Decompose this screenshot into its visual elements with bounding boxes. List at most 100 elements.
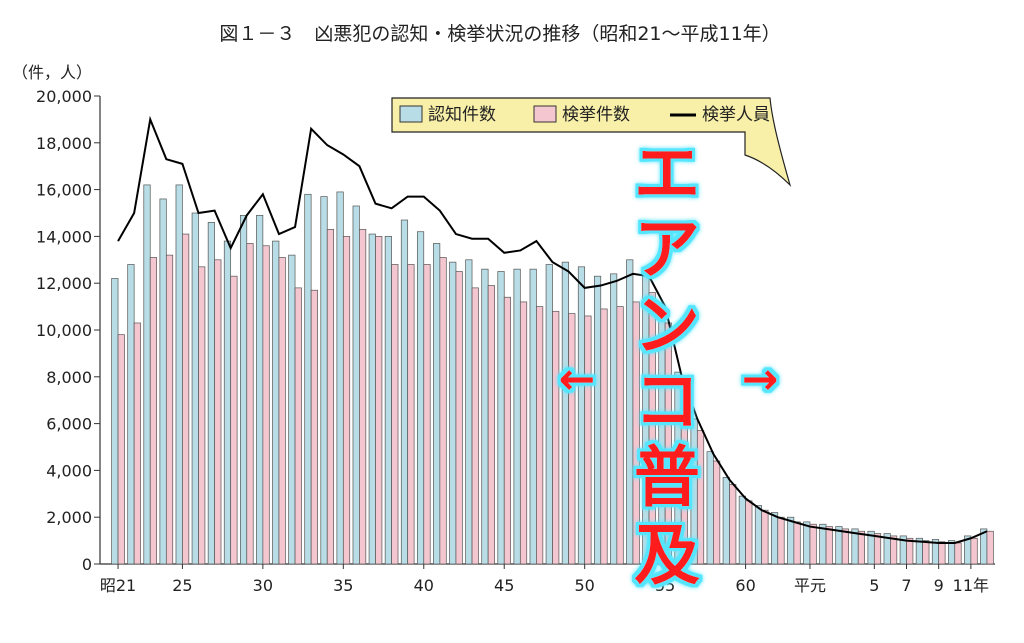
bar-recognized (400, 219, 409, 565)
x-tick-label: 5 (869, 576, 879, 595)
bar-recognized (239, 214, 248, 565)
bar-cleared (970, 537, 978, 565)
legend-label-arrested: 検挙人員 (702, 105, 770, 125)
bar-recognized (272, 240, 280, 565)
x-tick-label: 50 (575, 576, 595, 595)
bar-cleared (841, 528, 849, 565)
bar-recognized (191, 212, 199, 565)
bar-cleared (230, 275, 238, 565)
bar-cleared (455, 271, 463, 565)
bar-recognized (610, 273, 618, 565)
bar-recognized (738, 495, 746, 565)
y-tick-label: 10,000 (36, 321, 92, 340)
bar-cleared (809, 523, 817, 565)
y-tick-label: 0 (82, 555, 92, 574)
x-tick-label: 25 (172, 576, 192, 595)
y-tick-label: 16,000 (36, 181, 92, 200)
overlay-annotation: エ ア ン コ 普 及 ← → (559, 135, 779, 594)
bar-recognized (947, 540, 956, 565)
bar-cleared (165, 254, 174, 565)
bar-cleared (262, 245, 270, 565)
bar-recognized (706, 451, 714, 565)
legend-swatch-recognized (399, 105, 423, 123)
bar-cleared (198, 266, 206, 565)
bar-cleared (906, 537, 914, 565)
bar-cleared (696, 430, 705, 565)
bars (111, 184, 994, 565)
bar-cleared (278, 257, 286, 565)
legend-banner (391, 97, 792, 188)
bar-cleared (133, 322, 141, 565)
y-tick-label: 2,000 (46, 508, 92, 527)
x-tick-label: 60 (735, 576, 755, 595)
bar-cleared (182, 233, 190, 565)
bar-cleared (423, 264, 431, 565)
bar-cleared (149, 257, 158, 565)
bar-recognized (368, 233, 376, 565)
bar-cleared (439, 257, 447, 565)
overlay-char-6: 及 (634, 517, 700, 594)
bar-cleared (745, 500, 753, 565)
bar-recognized (529, 268, 537, 565)
bar-recognized (835, 526, 843, 565)
bar-cleared (246, 243, 254, 565)
x-tick-label: 7 (901, 576, 911, 595)
bar-cleared (375, 236, 383, 565)
x-tick-label: 9 (934, 576, 944, 595)
line-arrested (117, 115, 988, 544)
bar-cleared (938, 541, 946, 565)
bar-recognized (465, 259, 473, 565)
bar-cleared (310, 289, 318, 565)
overlay-char-3: ン (634, 287, 700, 364)
bar-cleared (648, 292, 656, 565)
bar-cleared (552, 310, 560, 565)
bar-cleared (616, 306, 624, 565)
x-tick-label: 11年 (953, 576, 989, 595)
bar-recognized (384, 236, 392, 565)
bar-cleared (294, 287, 302, 565)
x-tick-label: 平元 (794, 576, 826, 595)
overlay-char-2: ア (634, 211, 700, 288)
bar-cleared (568, 313, 576, 565)
bar-recognized (336, 191, 344, 565)
bar-recognized (159, 198, 167, 565)
bar-recognized (561, 261, 569, 565)
overlay-char-1: エ (634, 135, 700, 212)
legend-label-recognized: 認知件数 (428, 105, 496, 125)
bar-cleared (713, 460, 721, 565)
overlay-arrow-left: ← (559, 354, 596, 405)
bar-recognized (175, 184, 183, 565)
bar-recognized (754, 505, 763, 565)
y-tick-label: 6,000 (46, 415, 92, 434)
y-tick-label: 20,000 (36, 87, 92, 106)
y-ticks: 0 2,000 4,000 6,000 8,000 10,000 12,000 14,000 1… (36, 87, 100, 574)
bar-recognized (127, 264, 135, 565)
bar-cleared (600, 308, 608, 565)
bar-recognized (803, 521, 811, 565)
y-tick-label: 18,000 (36, 134, 92, 153)
bar-cleared (584, 315, 592, 565)
x-ticks: 昭21 25 30 35 40 45 50 55 60 平元 5 7 9 11年 (100, 564, 989, 595)
bar-cleared (632, 301, 640, 565)
bar-recognized (320, 196, 328, 565)
bar-cleared (471, 287, 479, 565)
x-tick-label: 30 (253, 576, 273, 595)
bar-cleared (391, 264, 399, 565)
bar-cleared (777, 516, 785, 565)
bar-recognized (288, 254, 296, 565)
x-tick-label: 45 (494, 576, 514, 595)
x-tick-label: 55 (655, 576, 675, 595)
bar-recognized (722, 477, 730, 565)
bar-cleared (342, 236, 351, 565)
bar-recognized (770, 512, 779, 565)
bar-recognized (577, 266, 586, 565)
bar-recognized (416, 231, 425, 565)
bar-cleared (793, 521, 801, 565)
bar-cleared (503, 296, 512, 565)
bar-recognized (143, 184, 151, 565)
bar-recognized (352, 205, 360, 565)
bar-recognized (626, 259, 634, 565)
bar-cleared (729, 484, 737, 565)
x-tick-label: 昭21 (100, 576, 136, 595)
